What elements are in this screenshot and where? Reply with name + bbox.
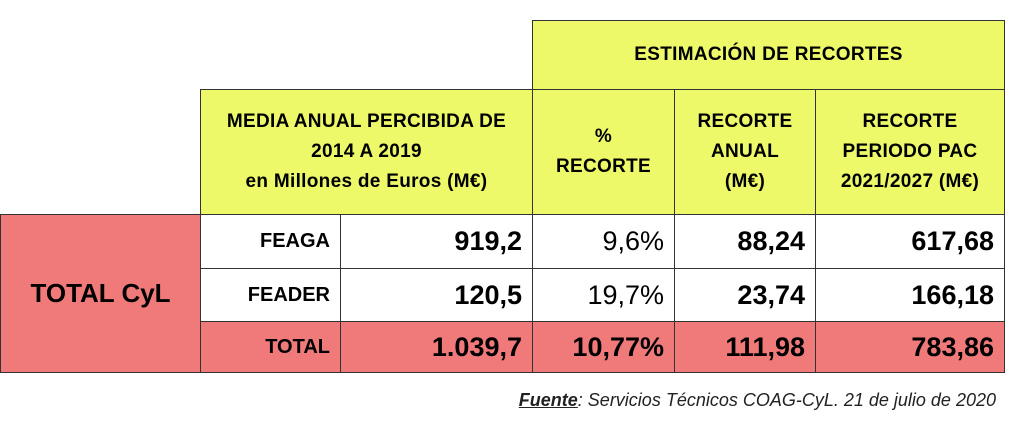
value-text: 9,6% xyxy=(602,226,664,256)
value-text: 919,2 xyxy=(454,226,522,256)
group-label-total-cyl: TOTAL CyL xyxy=(0,214,201,373)
cell-total-pct: 10,77% xyxy=(532,321,675,373)
header-anual-line-1: RECORTE xyxy=(697,111,793,132)
group-label-text: TOTAL CyL xyxy=(30,278,171,308)
header-media-line-2: 2014 A 2019 xyxy=(311,141,422,162)
value-text: 88,24 xyxy=(737,226,805,256)
header-periodo-line-2: PERIODO PAC xyxy=(842,141,978,162)
cell-feader-media: 120,5 xyxy=(340,268,533,322)
header-pct-line-1: % xyxy=(594,126,613,147)
cell-feaga-periodo: 617,68 xyxy=(815,214,1005,269)
cell-feader-periodo: 166,18 xyxy=(815,268,1005,322)
value-text: 111,98 xyxy=(725,331,805,362)
value-text: 783,86 xyxy=(911,331,994,362)
value-text: 120,5 xyxy=(454,279,522,310)
header-anual-line-2: ANUAL xyxy=(711,141,779,162)
source-text: : Servicios Técnicos COAG-CyL. 21 de jul… xyxy=(577,390,996,410)
cell-total-media: 1.039,7 xyxy=(340,321,533,373)
header-periodo-line-3: 2021/2027 (M€) xyxy=(840,171,980,192)
cell-feaga-pct: 9,6% xyxy=(532,214,675,269)
header-recorte-periodo: RECORTE PERIODO PAC 2021/2027 (M€) xyxy=(815,89,1005,215)
cell-total-anual: 111,98 xyxy=(674,321,816,373)
row-label-total: TOTAL xyxy=(200,321,341,373)
header-pct-line-2: RECORTE xyxy=(556,156,651,177)
header-estimacion: ESTIMACIÓN DE RECORTES xyxy=(532,20,1005,90)
header-media-line-3: en Millones de Euros (M€) xyxy=(245,171,488,192)
row-label-text: FEADER xyxy=(247,283,330,306)
header-estimacion-text: ESTIMACIÓN DE RECORTES xyxy=(634,44,903,65)
header-periodo-line-1: RECORTE xyxy=(862,111,958,132)
cell-feader-pct: 19,7% xyxy=(532,268,675,322)
value-text: 23,74 xyxy=(737,279,805,310)
value-text: 166,18 xyxy=(911,279,994,310)
value-text: 19,7% xyxy=(587,279,664,310)
header-media-anual: MEDIA ANUAL PERCIBIDA DE 2014 A 2019 en … xyxy=(200,89,533,215)
header-recorte-anual: RECORTE ANUAL (M€) xyxy=(674,89,816,215)
cell-total-periodo: 783,86 xyxy=(815,321,1005,373)
header-pct-recorte: % RECORTE xyxy=(532,89,675,215)
row-label-text: TOTAL xyxy=(265,335,330,358)
value-text: 617,68 xyxy=(911,226,994,256)
row-label-feaga: FEAGA xyxy=(200,214,341,269)
row-label-feader: FEADER xyxy=(200,268,341,322)
cell-feader-anual: 23,74 xyxy=(674,268,816,322)
row-label-text: FEAGA xyxy=(260,230,330,252)
header-anual-line-3: (M€) xyxy=(724,171,766,192)
value-text: 10,77% xyxy=(572,331,664,362)
cell-feaga-media: 919,2 xyxy=(340,214,533,269)
cell-feaga-anual: 88,24 xyxy=(674,214,816,269)
source-note: Fuente: Servicios Técnicos COAG-CyL. 21 … xyxy=(519,390,996,411)
header-media-line-1: MEDIA ANUAL PERCIBIDA DE xyxy=(226,111,507,132)
value-text: 1.039,7 xyxy=(431,331,522,362)
source-label: Fuente xyxy=(518,390,578,410)
